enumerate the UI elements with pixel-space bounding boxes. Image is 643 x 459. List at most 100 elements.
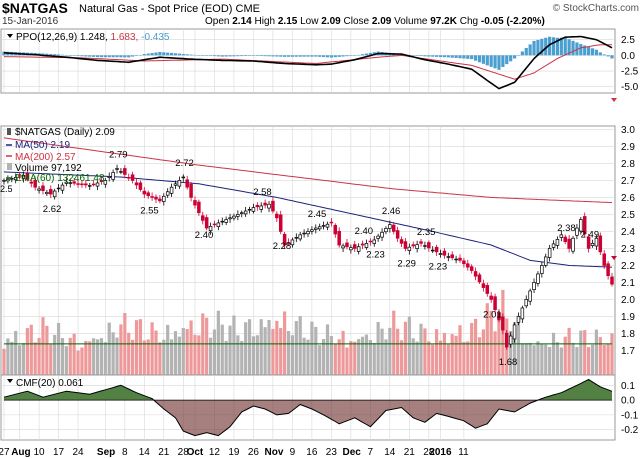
volume-bar: [64, 346, 68, 376]
candle-body: [559, 234, 564, 238]
candle-body: [551, 243, 556, 248]
ppo-histogram-bar: [493, 55, 497, 69]
ppo-histogram-bar: [189, 54, 193, 56]
ppo-histogram-bar: [341, 55, 345, 57]
candle-body: [278, 214, 283, 232]
ppo-histogram-bar: [290, 55, 295, 57]
volume-value: 97.2K: [430, 16, 457, 27]
candle-body: [271, 200, 275, 212]
candle-body: [123, 168, 127, 175]
price-annotation-label: 2.45: [308, 209, 327, 220]
volume-bar: [563, 336, 567, 376]
ppo-histogram-bar: [162, 52, 166, 56]
volume-bar: [349, 341, 353, 376]
ppo-histogram-bar: [345, 55, 349, 57]
candle-body: [228, 217, 232, 220]
candle-body: [189, 183, 193, 198]
ppo-histogram-bar: [427, 55, 431, 57]
candle-body: [146, 192, 150, 197]
candle-body: [384, 228, 388, 233]
volume-bar: [446, 344, 450, 376]
volume-bar: [37, 337, 41, 376]
x-tick-label: Aug: [11, 447, 30, 458]
volume-bar: [372, 342, 376, 376]
candle-body: [282, 233, 287, 246]
candle-body: [462, 260, 466, 265]
volume-bar: [337, 339, 341, 376]
ppo-histogram-bar: [134, 55, 139, 56]
ppo-histogram-bar: [505, 55, 509, 65]
ppo-ytick-label: -5.0: [621, 82, 639, 93]
volume-label: Volume: [394, 16, 428, 27]
candle-body: [45, 191, 49, 194]
price-ytick-label: 2.4: [621, 227, 635, 238]
ppo-histogram-bar: [201, 55, 205, 56]
ppo-panel: 2.5 0.0 -2.5 -5.0 PPO(12,26,9) 1.248, 1.683,…: [0, 28, 639, 102]
volume-bar: [540, 344, 544, 376]
x-tick-label: Oct: [187, 447, 204, 458]
volume-bar: [177, 336, 181, 376]
candle-body: [208, 225, 213, 232]
candle-body: [536, 273, 540, 284]
price-legend: $NATGAS (Daily) 2.09: [15, 127, 115, 138]
price-ytick-label: 2.5: [621, 210, 635, 221]
x-tick-label: 23: [326, 447, 338, 458]
volume-bar: [275, 320, 279, 376]
volume-bar: [279, 328, 283, 376]
volume-bar: [318, 345, 322, 376]
volume-bar: [33, 342, 37, 376]
ppo-line: [3, 35, 613, 90]
ppo-histogram-bar: [470, 55, 474, 60]
ppo-ytick-label: 2.5: [621, 35, 635, 46]
price-annotation-label: 2.49: [581, 230, 600, 241]
candle-body: [294, 237, 299, 239]
volume-bar: [571, 342, 575, 376]
candle-body: [415, 244, 419, 249]
ppo-histogram-bar: [349, 55, 353, 56]
ppo-histogram-bar: [563, 37, 567, 56]
volume-bar: [189, 320, 193, 376]
ppo-histogram-bar: [224, 55, 228, 57]
candle-body: [103, 180, 108, 185]
volume-bar: [466, 341, 470, 376]
volume-bar: [551, 332, 556, 376]
ppo-histogram-bar: [275, 55, 279, 57]
volume-bar: [68, 337, 72, 376]
volume-bar: [201, 313, 205, 376]
volume-bar: [520, 343, 524, 376]
candle-body: [321, 225, 326, 227]
candle-body: [68, 182, 73, 184]
candle-body: [341, 245, 345, 249]
volume-bar: [21, 343, 26, 376]
cmf-panel: 0.1 0.0 -0.1 -0.2 CMF(20) 0.061: [0, 374, 639, 441]
candle-body: [497, 312, 501, 321]
ppo-histogram-bar: [216, 55, 220, 57]
candle-body: [306, 231, 310, 235]
candle-body: [220, 220, 225, 223]
candle-body: [337, 230, 341, 246]
ppo-histogram-bar: [259, 55, 263, 57]
candle-body: [446, 256, 451, 258]
volume-bar: [205, 317, 209, 376]
ppo-histogram-bar: [337, 55, 341, 57]
chg-value: -0.05 (-2.20%): [480, 16, 545, 27]
price-ytick-label: 2.0: [621, 295, 635, 306]
volume-bar: [294, 321, 298, 376]
volume-bar: [528, 342, 532, 376]
ppo-histogram-bar: [442, 55, 447, 58]
price-annotation-label: 1.68: [499, 357, 518, 368]
candle-body: [466, 263, 470, 268]
chart-date: 15-Jan-2016: [2, 16, 59, 27]
ppo-histogram-bar: [255, 55, 259, 56]
ppo-histogram-bar: [548, 36, 552, 56]
candle-body: [427, 242, 431, 249]
ppo-histogram-bar: [247, 55, 252, 56]
volume-bar: [333, 343, 337, 376]
volume-bar: [606, 344, 610, 376]
ppo-histogram-bar: [524, 47, 528, 56]
candle-body: [590, 242, 595, 246]
volume-bar: [512, 322, 517, 376]
ppo-histogram-bar: [512, 55, 517, 59]
high-value: 2.15: [277, 16, 298, 27]
ppo-histogram-bar: [115, 55, 119, 58]
